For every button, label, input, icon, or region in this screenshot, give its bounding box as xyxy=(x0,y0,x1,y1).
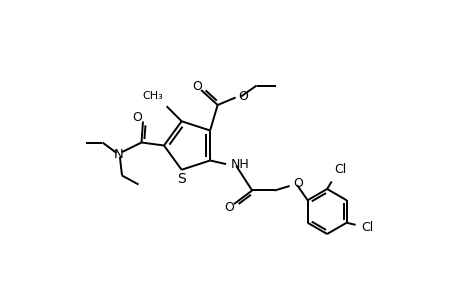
Text: S: S xyxy=(177,172,186,186)
Text: CH₃: CH₃ xyxy=(142,91,162,101)
Text: N: N xyxy=(114,148,123,161)
Text: NH: NH xyxy=(230,158,249,172)
Text: O: O xyxy=(293,177,303,190)
Text: O: O xyxy=(224,201,234,214)
Text: Cl: Cl xyxy=(360,221,372,234)
Text: O: O xyxy=(132,111,142,124)
Text: Cl: Cl xyxy=(334,163,346,176)
Text: O: O xyxy=(192,80,202,93)
Text: O: O xyxy=(237,89,247,103)
